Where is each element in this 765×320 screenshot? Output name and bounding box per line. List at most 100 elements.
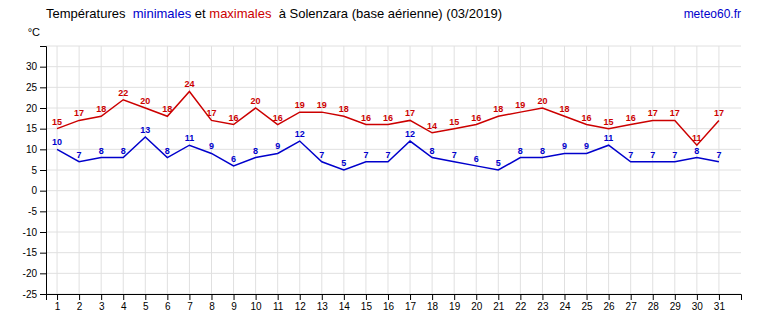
data-label: 22 (118, 88, 128, 98)
x-tick: 27 (626, 294, 638, 312)
data-label: 8 (253, 146, 258, 156)
title-part: et (191, 6, 209, 21)
y-tick: -25 (23, 289, 46, 300)
data-label: 17 (670, 108, 680, 118)
data-label: 8 (694, 146, 699, 156)
y-tick-mark (40, 46, 46, 47)
x-tick-label: 16 (383, 301, 395, 312)
y-tick: 25 (26, 82, 46, 93)
y-tick-mark (40, 67, 46, 68)
x-tick-mark (145, 294, 146, 300)
grid-line (46, 66, 741, 67)
x-tick: 28 (648, 294, 660, 312)
x-tick: 6 (165, 294, 171, 312)
x-tick-label: 28 (648, 301, 660, 312)
y-tick (40, 46, 46, 47)
data-label: 15 (604, 117, 614, 127)
data-label: 7 (363, 150, 368, 160)
x-tick: 26 (604, 294, 616, 312)
y-tick-label: -20 (23, 268, 38, 279)
data-label: 6 (474, 154, 479, 164)
x-tick-label: 29 (670, 301, 682, 312)
data-label: 18 (96, 104, 106, 114)
data-label: 8 (518, 146, 523, 156)
x-tick-label: 26 (604, 301, 616, 312)
series-line (57, 91, 719, 145)
y-tick-mark (40, 129, 46, 130)
x-tick-label: 7 (187, 301, 193, 312)
x-tick: 24 (559, 294, 571, 312)
y-axis: -25-20-15-10-5051015202530 (23, 47, 47, 300)
x-tick-label: 17 (405, 301, 417, 312)
x-tick-label: 24 (559, 301, 571, 312)
data-label: 7 (77, 150, 82, 160)
x-tick-label: 14 (339, 301, 351, 312)
data-label: 16 (229, 113, 239, 123)
x-tick-mark (432, 294, 433, 300)
chart: 1234567891011121314151617181920212223242… (0, 0, 765, 320)
x-tick-mark (167, 294, 168, 300)
data-label: 19 (295, 100, 305, 110)
x-tick-label: 18 (427, 301, 439, 312)
series-line (57, 137, 719, 170)
y-tick-mark (40, 170, 46, 171)
y-tick-label: 25 (26, 82, 38, 93)
y-tick: -10 (23, 227, 46, 238)
data-label: 17 (405, 108, 415, 118)
x-tick-mark (410, 294, 411, 300)
x-tick-label: 20 (471, 301, 483, 312)
x-tick-label: 23 (537, 301, 549, 312)
x-tick-mark (520, 294, 521, 300)
x-tick-mark (719, 294, 720, 300)
y-tick-label: -15 (23, 247, 38, 258)
data-label: 13 (140, 125, 150, 135)
y-tick-label: 0 (31, 185, 37, 196)
x-tick: 15 (361, 294, 373, 312)
x-tick-label: 15 (361, 301, 373, 312)
plot-area (57, 91, 719, 170)
y-tick-label: -25 (23, 289, 38, 300)
y-tick: 10 (26, 144, 46, 155)
x-tick-label: 8 (209, 301, 215, 312)
data-label: 16 (361, 113, 371, 123)
data-label: 16 (383, 113, 393, 123)
y-tick-label: 20 (26, 103, 38, 114)
data-label: 8 (121, 146, 126, 156)
data-label: 7 (650, 150, 655, 160)
x-tick-mark (631, 294, 632, 300)
x-tick-mark (366, 294, 367, 300)
data-label: 18 (162, 104, 172, 114)
x-tick-mark (57, 294, 58, 300)
x-tick-label: 6 (165, 301, 171, 312)
x-tick-mark (322, 294, 323, 300)
title-series-word: maximales (209, 6, 272, 21)
grid-line (46, 149, 741, 150)
title: Températures minimales et maximales à So… (46, 6, 502, 21)
x-tick-mark (234, 294, 235, 300)
data-label: 20 (140, 96, 150, 106)
data-label: 24 (184, 79, 194, 89)
grid-line (46, 190, 741, 191)
x-tick-label: 9 (231, 301, 237, 312)
x-tick-label: 21 (493, 301, 505, 312)
data-label: 7 (385, 150, 390, 160)
x-tick: 29 (670, 294, 682, 312)
x-tick-mark (564, 294, 565, 300)
x-tick-label: 1 (55, 301, 61, 312)
y-tick: 30 (26, 61, 46, 72)
y-axis-title: °C (28, 26, 40, 38)
data-label: 20 (251, 96, 261, 106)
x-tick-mark (675, 294, 676, 300)
x-tick-label: 2 (77, 301, 83, 312)
x-tick: 19 (449, 294, 461, 312)
x-tick-mark (211, 294, 212, 300)
x-tick: 4 (121, 294, 127, 312)
data-label: 15 (449, 117, 459, 127)
data-label: 12 (295, 129, 305, 139)
x-tick-mark (79, 294, 80, 300)
y-tick-label: 30 (26, 61, 38, 72)
x-tick-label: 27 (626, 301, 638, 312)
x-tick-label: 19 (449, 301, 461, 312)
x-tick-mark (454, 294, 455, 300)
x-tick: 22 (515, 294, 527, 312)
